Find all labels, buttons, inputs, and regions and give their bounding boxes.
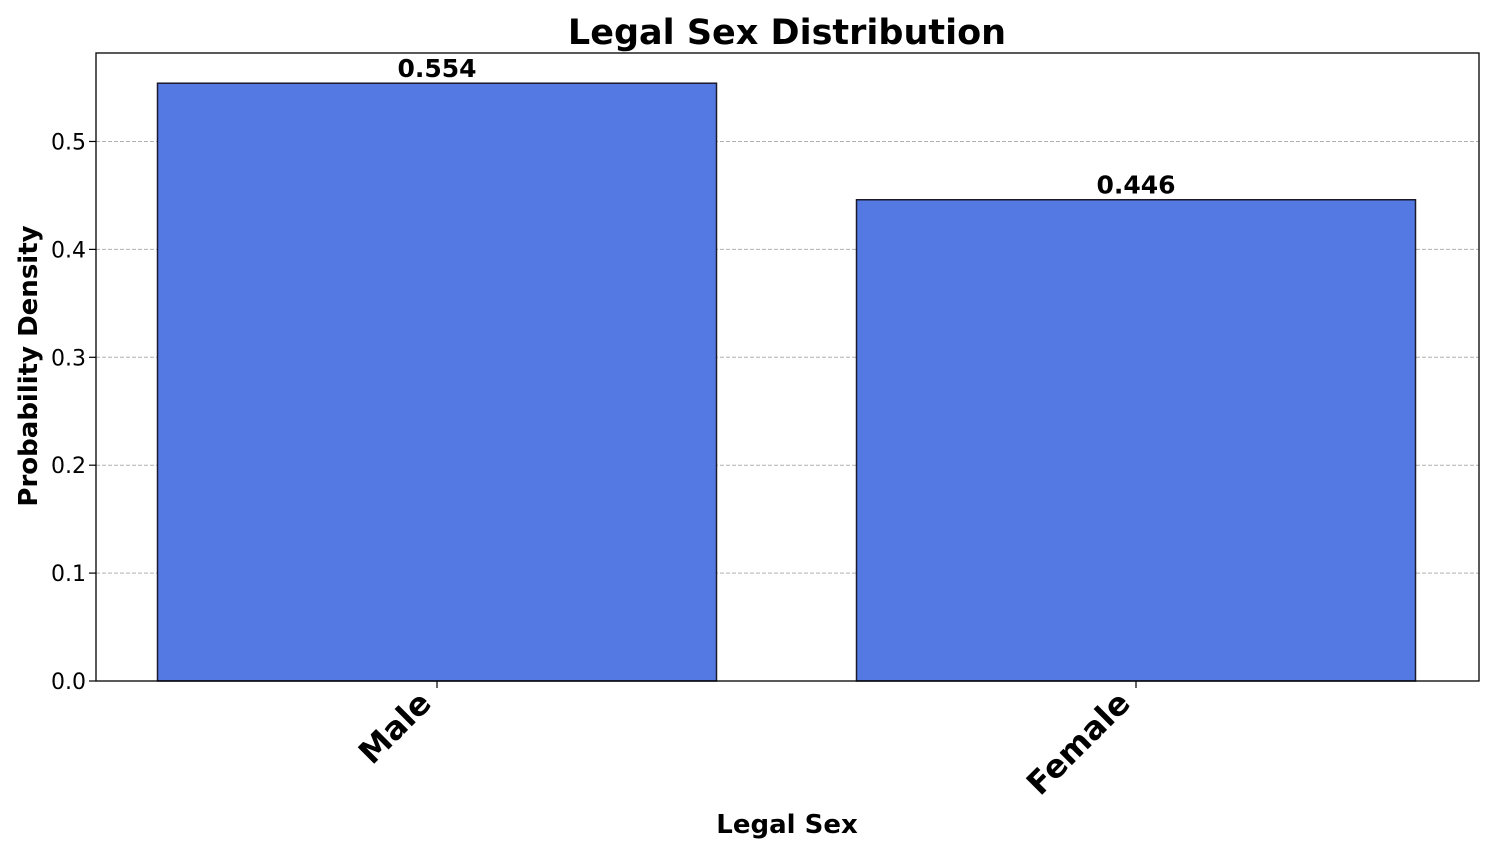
bar-value-label: 0.446 <box>1096 171 1175 200</box>
y-tick-label: 0.3 <box>51 346 86 371</box>
y-axis-label: Probability Density <box>14 225 44 506</box>
y-tick-label: 0.4 <box>51 238 86 263</box>
bar-female <box>855 198 1417 682</box>
y-tick-label: 0.2 <box>51 454 86 479</box>
bar-value-label: 0.554 <box>397 54 476 83</box>
x-axis-label: Legal Sex <box>716 810 858 840</box>
y-tick-label: 0.5 <box>51 130 86 155</box>
x-tick-label: Male <box>351 684 439 772</box>
y-tick-label: 0.1 <box>51 562 86 587</box>
bars: 0.554 0.446 <box>156 54 1417 682</box>
y-tick-label: 0.0 <box>51 670 86 695</box>
y-axis-ticks: 0.0 0.1 0.2 0.3 0.4 0.5 <box>51 130 96 695</box>
bar-male <box>156 82 718 682</box>
chart-title: Legal Sex Distribution <box>568 13 1006 53</box>
x-axis-ticks: Male Female <box>351 681 1138 802</box>
plot-frame <box>95 52 1480 682</box>
x-tick-label: Female <box>1019 684 1138 803</box>
